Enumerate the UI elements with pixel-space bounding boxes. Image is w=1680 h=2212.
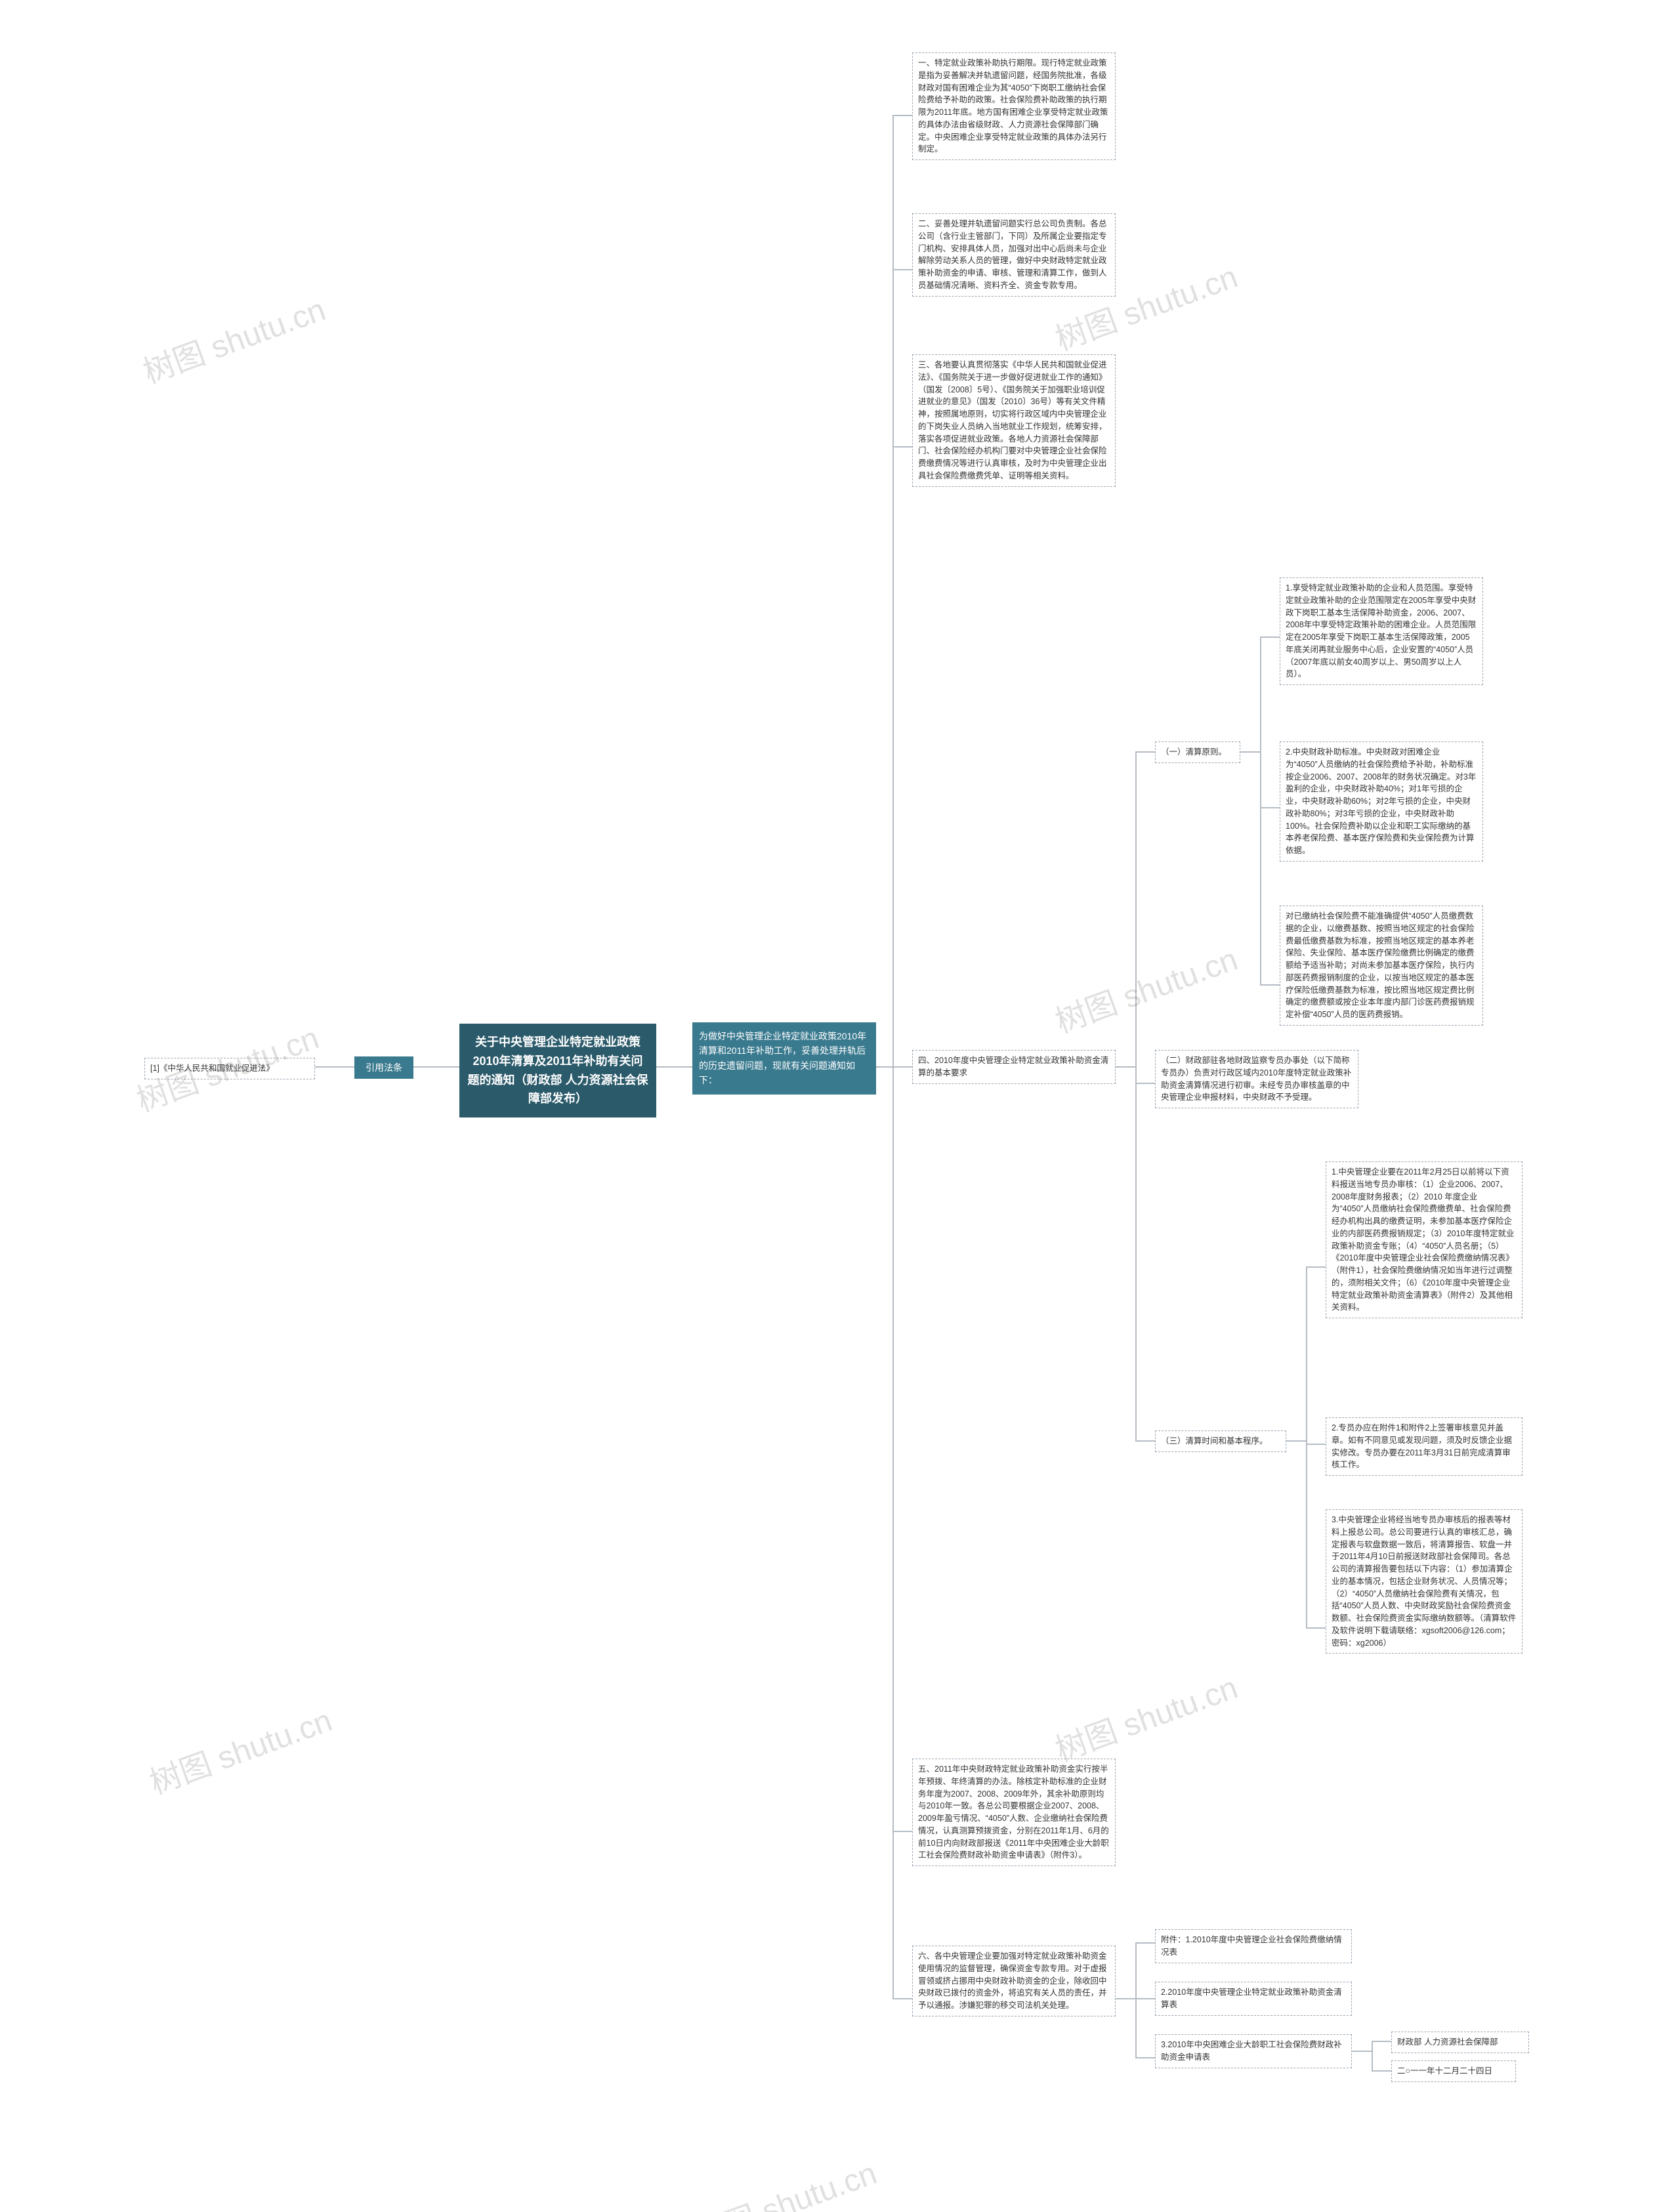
left-ref-node: [1]《中华人民共和国就业促进法》 [144,1058,315,1079]
conn-i4-2 [1135,1083,1155,1084]
conn-annex-3 [1135,2057,1155,2058]
conn-t-i4 [892,1066,912,1068]
root-text: 关于中央管理企业特定就业政策2010年清算及2011年补助有关问题的通知（财政部… [468,1035,648,1105]
conn-43-a [1306,1266,1326,1268]
conn-t-i2 [892,269,912,270]
watermark: 树图 shutu.cn [687,2147,882,2212]
sub-right-node: 为做好中央管理企业特定就业政策2010年清算和2011年补助工作，妥善处理并轨后… [692,1022,876,1095]
conn-i6-trunk [1135,1942,1137,2057]
conn-t-i5 [892,1831,912,1832]
conn-annex-2 [1135,1998,1155,1999]
left-ref-text: [1]《中华人民共和国就业促进法》 [150,1064,274,1073]
conn-a3-out [1352,2051,1372,2052]
conn-t-i3 [892,446,912,448]
conn-t-i6 [892,1998,912,1999]
conn-41-out [1240,751,1260,753]
date: 二○一一年十二月二十四日 [1391,2060,1516,2082]
conn-a3-trunk [1372,2041,1373,2070]
watermark: 树图 shutu.cn [136,283,331,392]
conn-43-c [1306,1627,1326,1629]
conn-t-i1 [892,115,912,116]
sub-right-text: 为做好中央管理企业特定就业政策2010年清算和2011年补助工作，妥善处理并轨后… [699,1031,866,1085]
item-4-1-a: 1.享受特定就业政策补助的企业和人员范围。享受特定就业政策补助的企业范围限定在2… [1280,577,1483,685]
item-3: 三、各地要认真贯彻落实《中华人民共和国就业促进法》、《国务院关于进一步做好促进就… [912,354,1116,487]
conn-left-ref [315,1066,354,1068]
item-4-1-c: 对已缴纳社会保险费不能准确提供“4050”人员缴费数据的企业，以缴费基数、按照当… [1280,906,1483,1026]
conn-41-b [1260,807,1280,808]
conn-i4-1 [1135,751,1155,753]
conn-root-left [413,1066,459,1068]
item-4-3-a: 1.中央管理企业要在2011年2月25日以前将以下资料报送当地专员办审核：（1）… [1326,1161,1522,1318]
annex-2: 2.2010年度中央管理企业特定就业政策补助资金清算表 [1155,1982,1352,2016]
left-sub-label: 引用法条 [366,1062,402,1073]
left-sub-node: 引用法条 [354,1056,413,1079]
conn-43-out [1286,1440,1306,1442]
conn-a3-date [1372,2070,1391,2072]
conn-i4-out [1116,1066,1135,1068]
conn-41-a [1260,636,1280,638]
conn-i6-out [1116,1998,1135,1999]
diagram-canvas: 关于中央管理企业特定就业政策2010年清算及2011年补助有关问题的通知（财政部… [0,0,1680,2212]
conn-41-trunk [1260,636,1261,984]
conn-i4-3 [1135,1440,1155,1442]
item-4-3-b: 2.专员办应在附件1和附件2上签署审核意见并盖章。如有不同意见或发现问题，须及时… [1326,1417,1522,1476]
item-4-1-b: 2.中央财政补助标准。中央财政对困难企业为“4050”人员缴纳的社会保险费给予补… [1280,741,1483,862]
conn-subright-out [876,1066,892,1068]
item-4-1-header: （一）清算原则。 [1155,741,1240,763]
watermark: 树图 shutu.cn [142,1694,337,1803]
item-5: 五、2011年中央财政特定就业政策补助资金实行按半年预拨、年终清算的办法。除核定… [912,1759,1116,1866]
conn-trunk-main [892,115,894,1998]
item-6: 六、各中央管理企业要加强对特定就业政策补助资金使用情况的监督管理，确保资金专款专… [912,1946,1116,2016]
conn-43-trunk [1306,1266,1307,1627]
item-4-3-header: （三）清算时间和基本程序。 [1155,1430,1286,1452]
annex-3: 3.2010年中央困难企业大龄职工社会保险费财政补助资金申请表 [1155,2034,1352,2068]
dept: 财政部 人力资源社会保障部 [1391,2032,1529,2053]
conn-41-c [1260,984,1280,986]
conn-a3-dept [1372,2041,1391,2042]
item-4-3-c: 3.中央管理企业将经当地专员办审核后的报表等材料上报总公司。总公司要进行认真的审… [1326,1509,1522,1654]
watermark: 树图 shutu.cn [1048,933,1243,1041]
conn-43-b [1306,1444,1326,1445]
conn-annex-1 [1135,1942,1155,1944]
conn-root-subright [656,1066,692,1068]
root-node: 关于中央管理企业特定就业政策2010年清算及2011年补助有关问题的通知（财政部… [459,1024,656,1117]
item-4-header: 四、2010年度中央管理企业特定就业政策补助资金清算的基本要求 [912,1050,1116,1084]
watermark: 树图 shutu.cn [1048,1661,1243,1770]
annex-1: 附件：1.2010年度中央管理企业社会保险费缴纳情况表 [1155,1929,1352,1963]
item-4-2: （二）财政部驻各地财政监察专员办事处（以下简称专员办）负责对行政区域内2010年… [1155,1050,1358,1108]
conn-i4-trunk [1135,751,1137,1440]
item-1: 一、特定就业政策补助执行期限。现行特定就业政策是指为妥善解决并轨遗留问题，经国务… [912,52,1116,160]
item-2: 二、妥善处理并轨遗留问题实行总公司负责制。各总公司（含行业主管部门，下同）及所属… [912,213,1116,297]
